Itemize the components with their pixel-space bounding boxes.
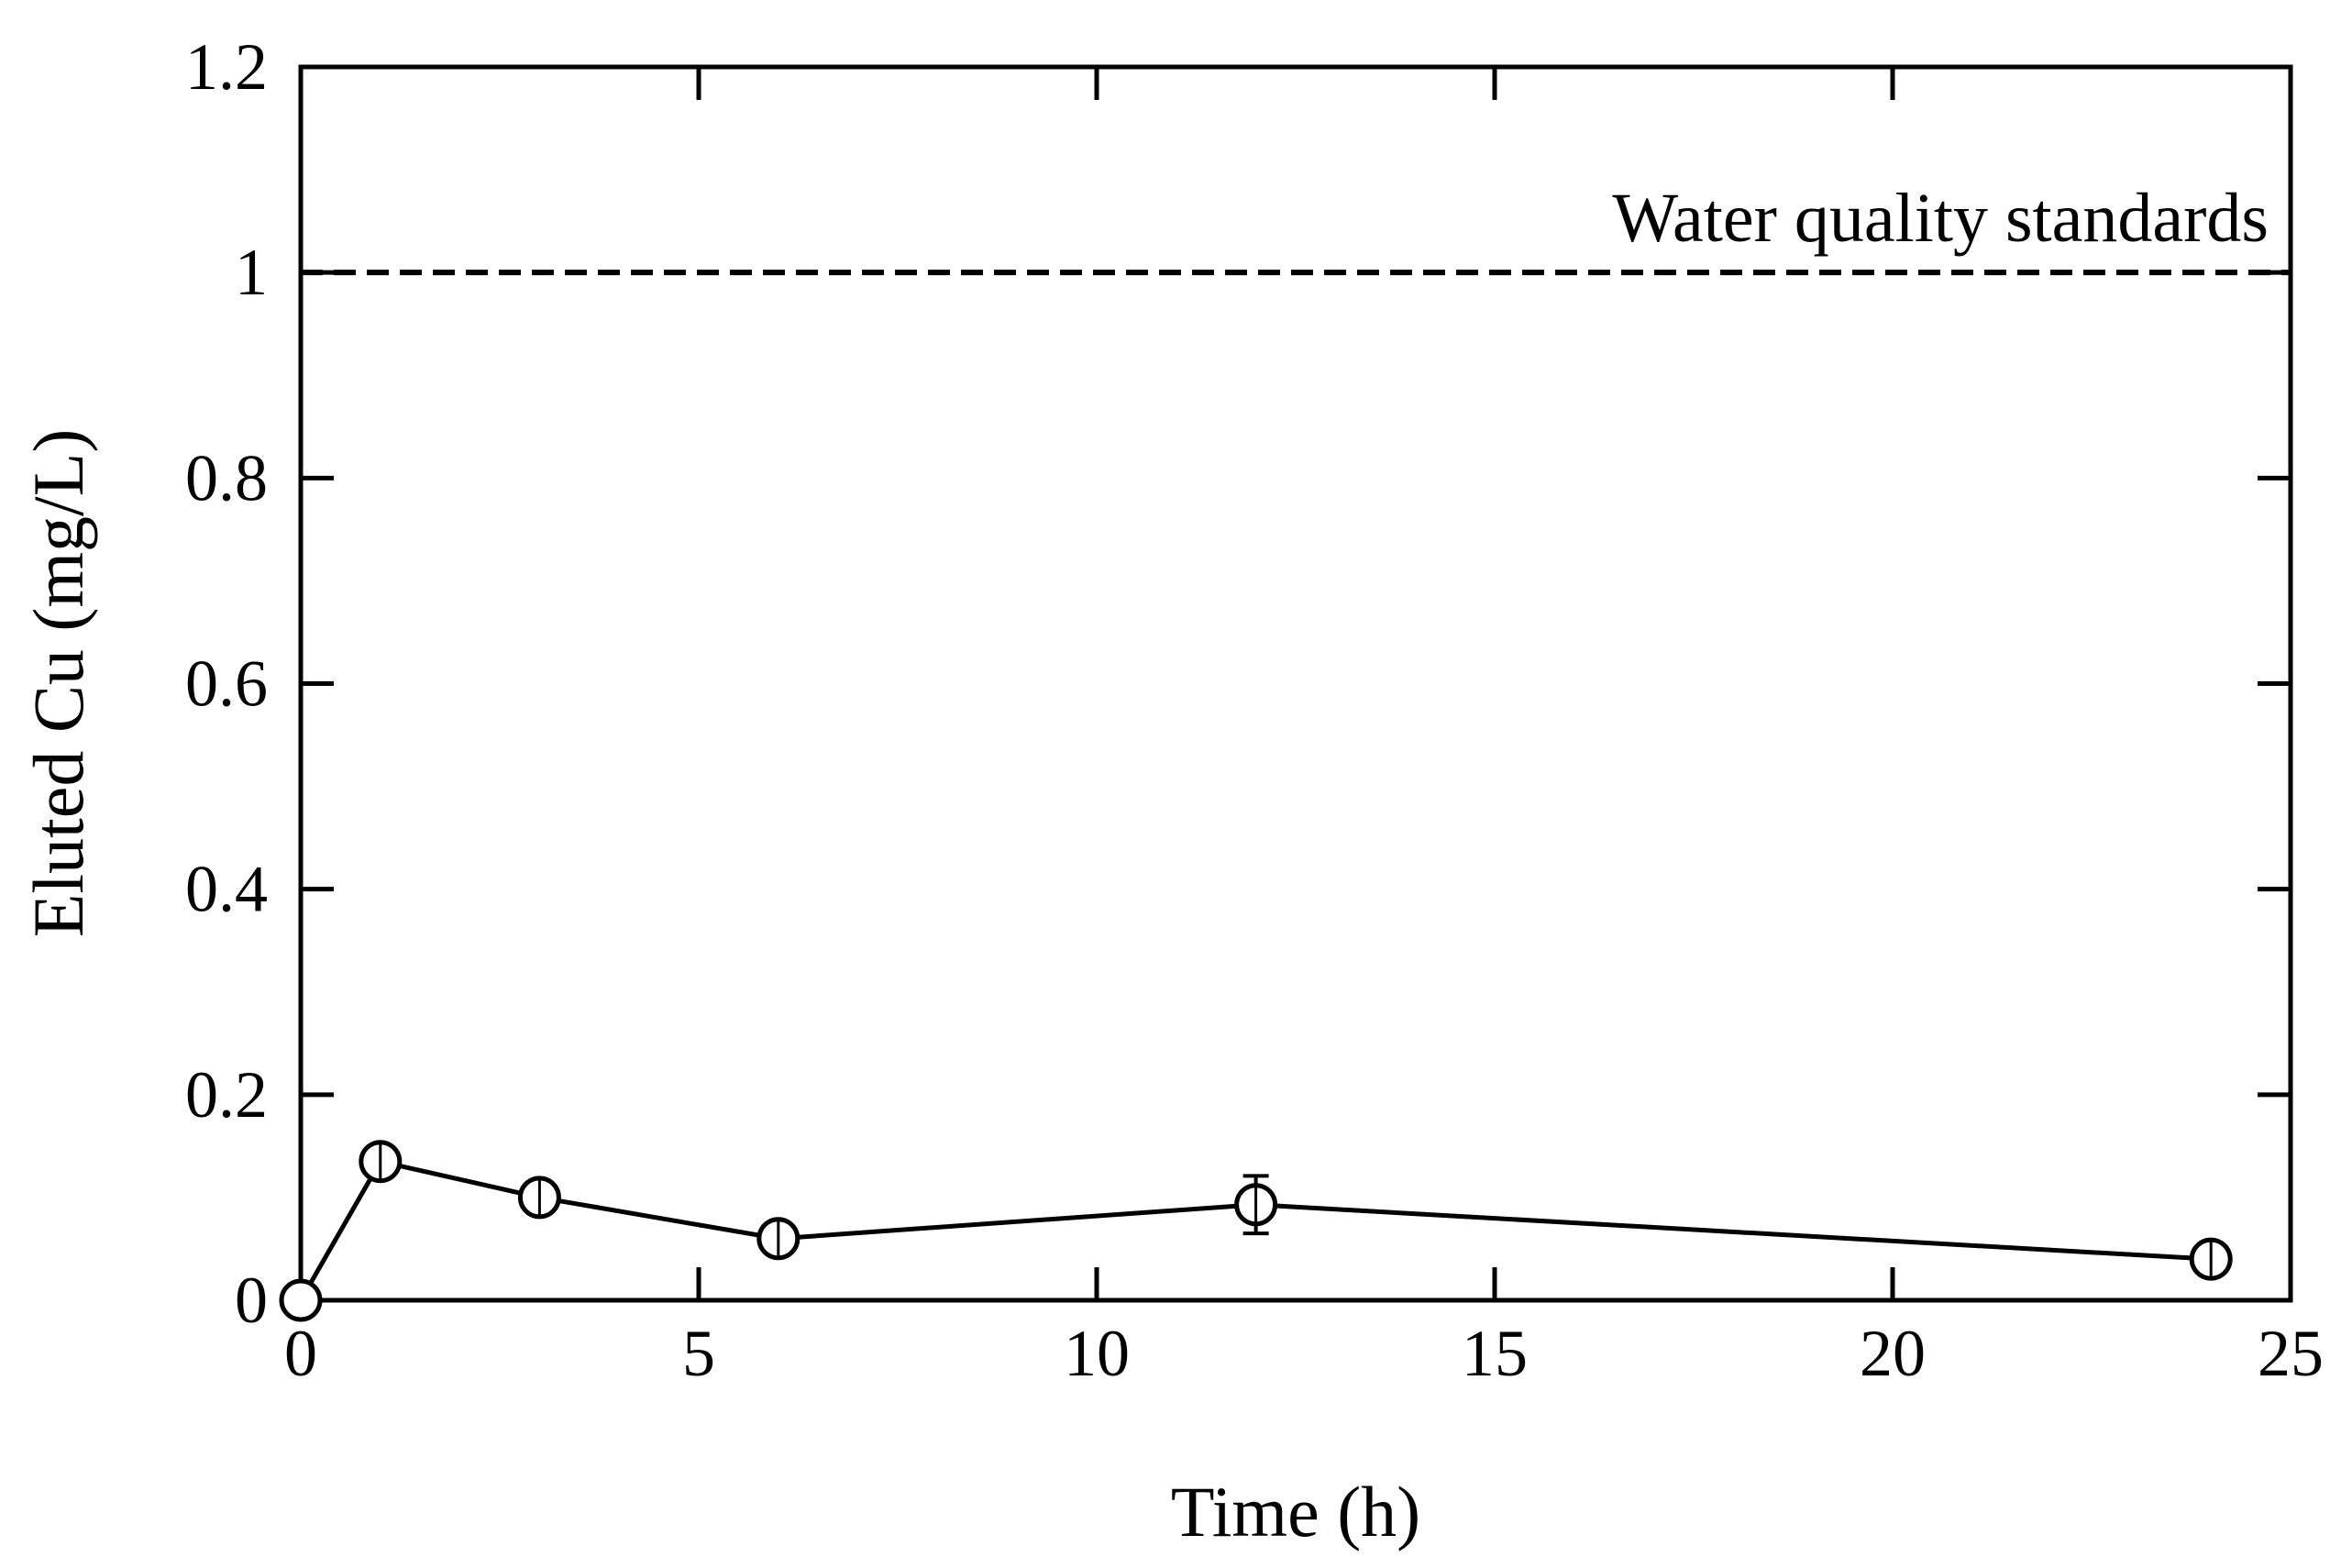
x-tick-label: 25: [2258, 1317, 2324, 1390]
y-tick-labels: 0 0.2 0.4 0.6 0.8 1 1.2: [185, 30, 268, 1337]
x-tick-labels: 0 5 10 15 20 25: [284, 1317, 2324, 1390]
y-tick-label: 0: [235, 1264, 268, 1337]
data-point: [279, 1278, 323, 1322]
series-line: [298, 1158, 2212, 1302]
x-tick-label: 15: [1462, 1317, 1528, 1390]
water-quality-standard-label: Water quality standards: [1612, 180, 2269, 257]
series-group: [279, 1140, 2233, 1322]
y-axis-title: Eluted Cu (mg/L): [18, 429, 98, 938]
y-tick-label: 0.8: [185, 441, 268, 514]
x-tick-label: 0: [284, 1317, 317, 1390]
y-tick-label: 0.2: [185, 1058, 268, 1132]
x-tick-label: 20: [1860, 1317, 1926, 1390]
y-tick-label: 0.4: [185, 853, 268, 926]
y-tick-label: 1.2: [185, 30, 268, 104]
x-tick-label: 10: [1064, 1317, 1130, 1390]
x-tick-label: 5: [682, 1317, 715, 1390]
y-tick-label: 0.6: [185, 647, 268, 721]
reference-line-group: Water quality standards: [301, 180, 2291, 276]
y-tick-label: 1: [235, 236, 268, 309]
x-axis-title: Time (h): [1171, 1472, 1420, 1551]
